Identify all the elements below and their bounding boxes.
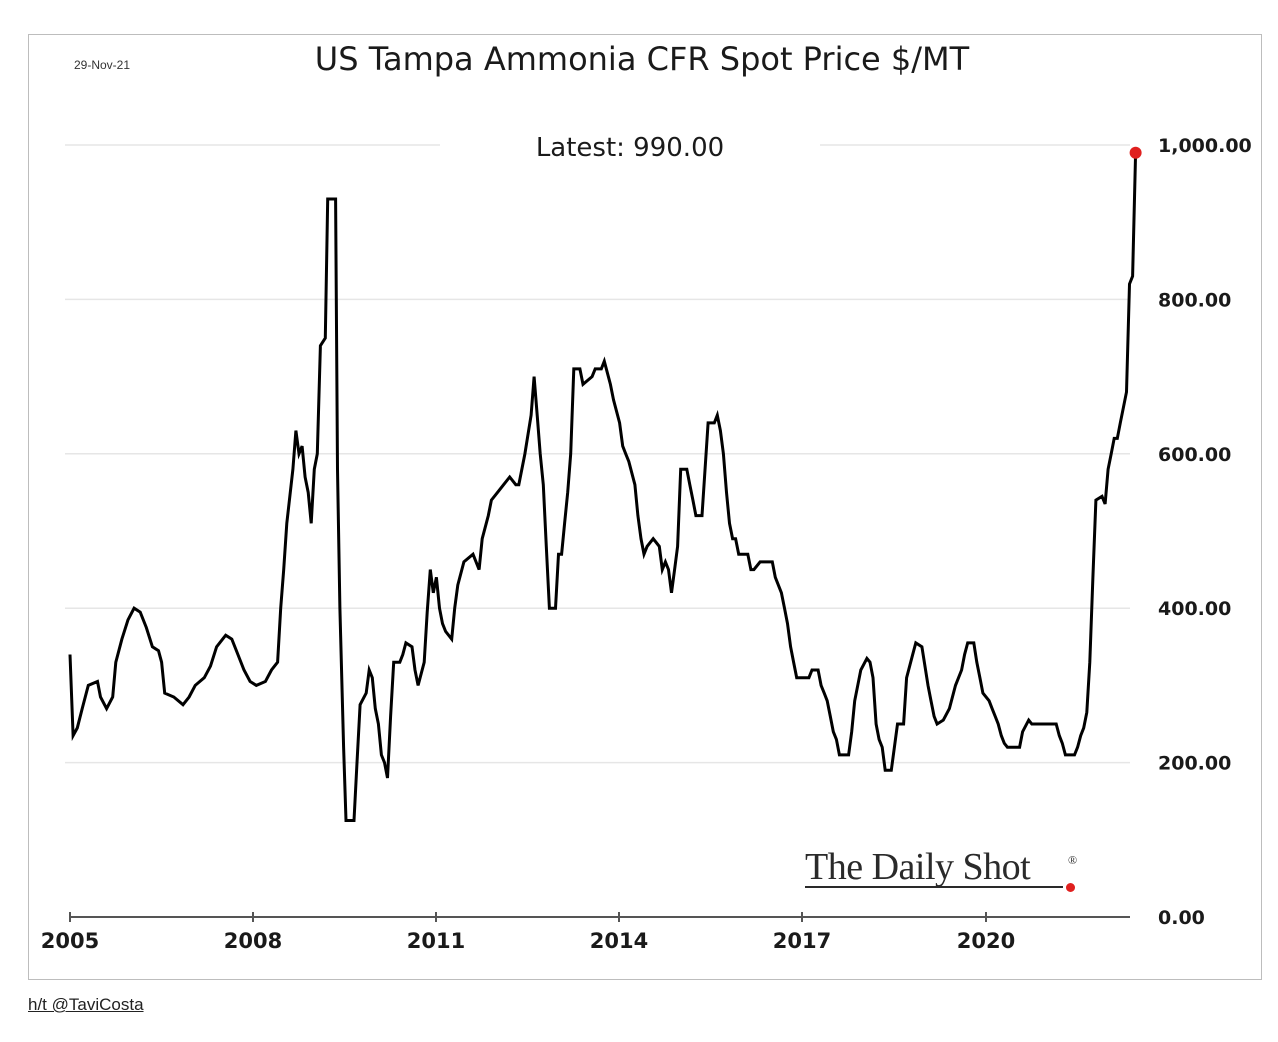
brand-watermark: The Daily Shot (805, 846, 1031, 888)
x-tick-label: 2020 (957, 929, 1015, 953)
brand-registered-mark: ® (1068, 853, 1078, 867)
y-tick-label: 200.00 (1158, 753, 1231, 775)
x-tick-label: 2008 (224, 929, 282, 953)
credit-link[interactable]: h/t @TaviCosta (28, 995, 144, 1014)
x-tick-label: 2017 (773, 929, 831, 953)
x-tick-label: 2011 (407, 929, 465, 953)
latest-point-marker (1129, 146, 1142, 159)
brand-underline (805, 886, 1063, 888)
chart-date: 29-Nov-21 (74, 58, 131, 72)
tick-labels: 0.00 200.00 400.00 600.00 800.00 1,000.00 2005… (41, 135, 1252, 953)
y-tick-label: 800.00 (1158, 289, 1231, 311)
axes (69, 912, 1130, 922)
chart-frame (28, 34, 1262, 980)
y-tick-label: 0.00 (1158, 907, 1205, 929)
gridlines (65, 144, 1130, 764)
y-tick-label: 400.00 (1158, 598, 1231, 620)
chart-title: US Tampa Ammonia CFR Spot Price $/MT (314, 40, 970, 78)
latest-value-label: Latest: 990.00 (440, 133, 820, 163)
price-series-line (68, 152, 1138, 822)
series (68, 146, 1142, 822)
brand-red-dot (1066, 883, 1075, 892)
x-tick-label: 2005 (41, 929, 99, 953)
y-tick-label: 1,000.00 (1158, 135, 1252, 157)
y-tick-label: 600.00 (1158, 444, 1231, 466)
x-tick-label: 2014 (590, 929, 648, 953)
